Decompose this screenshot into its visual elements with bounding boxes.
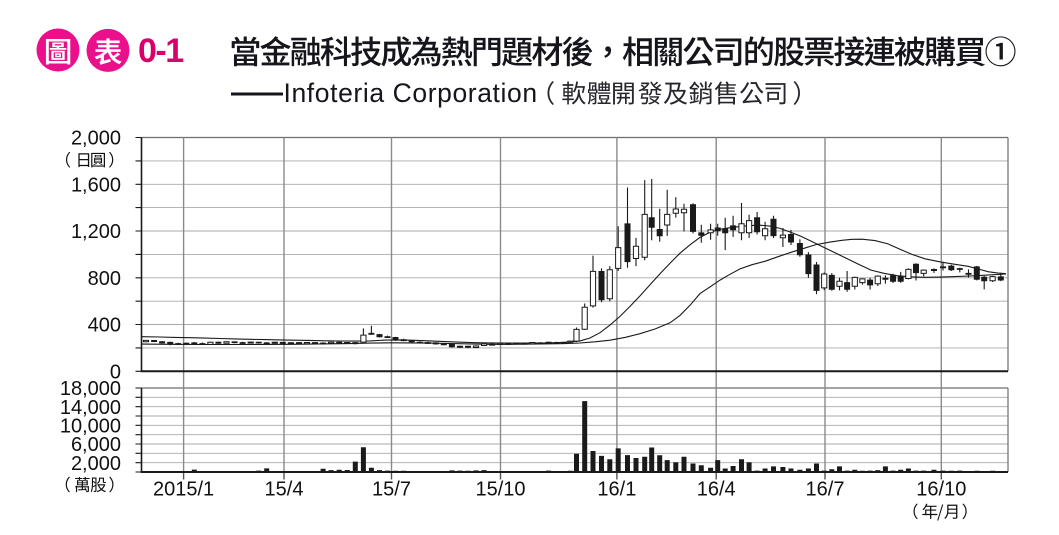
svg-text:14,000: 14,000 <box>60 397 121 419</box>
svg-text:2,000: 2,000 <box>71 128 121 150</box>
svg-text:18,000: 18,000 <box>60 378 121 400</box>
svg-text:1,200: 1,200 <box>71 221 121 243</box>
svg-text:15/4: 15/4 <box>265 479 304 501</box>
svg-text:Infoteria Corporation: Infoteria Corporation <box>284 78 538 108</box>
svg-text:16/4: 16/4 <box>697 479 736 501</box>
svg-text:16/10: 16/10 <box>916 479 966 501</box>
svg-text:1,600: 1,600 <box>71 174 121 196</box>
svg-text:2,000: 2,000 <box>71 453 121 475</box>
svg-text:16/1: 16/1 <box>597 479 636 501</box>
svg-text:800: 800 <box>88 268 121 290</box>
svg-text:2015/1: 2015/1 <box>153 479 214 501</box>
svg-text:16/7: 16/7 <box>806 479 845 501</box>
svg-text:400: 400 <box>88 315 121 337</box>
svg-text:6,000: 6,000 <box>71 434 121 456</box>
svg-text:15/7: 15/7 <box>372 479 411 501</box>
svg-text:15/10: 15/10 <box>475 479 525 501</box>
svg-text:0: 0 <box>110 362 121 384</box>
svg-text:10,000: 10,000 <box>60 416 121 438</box>
svg-text:0-1: 0-1 <box>138 32 183 70</box>
